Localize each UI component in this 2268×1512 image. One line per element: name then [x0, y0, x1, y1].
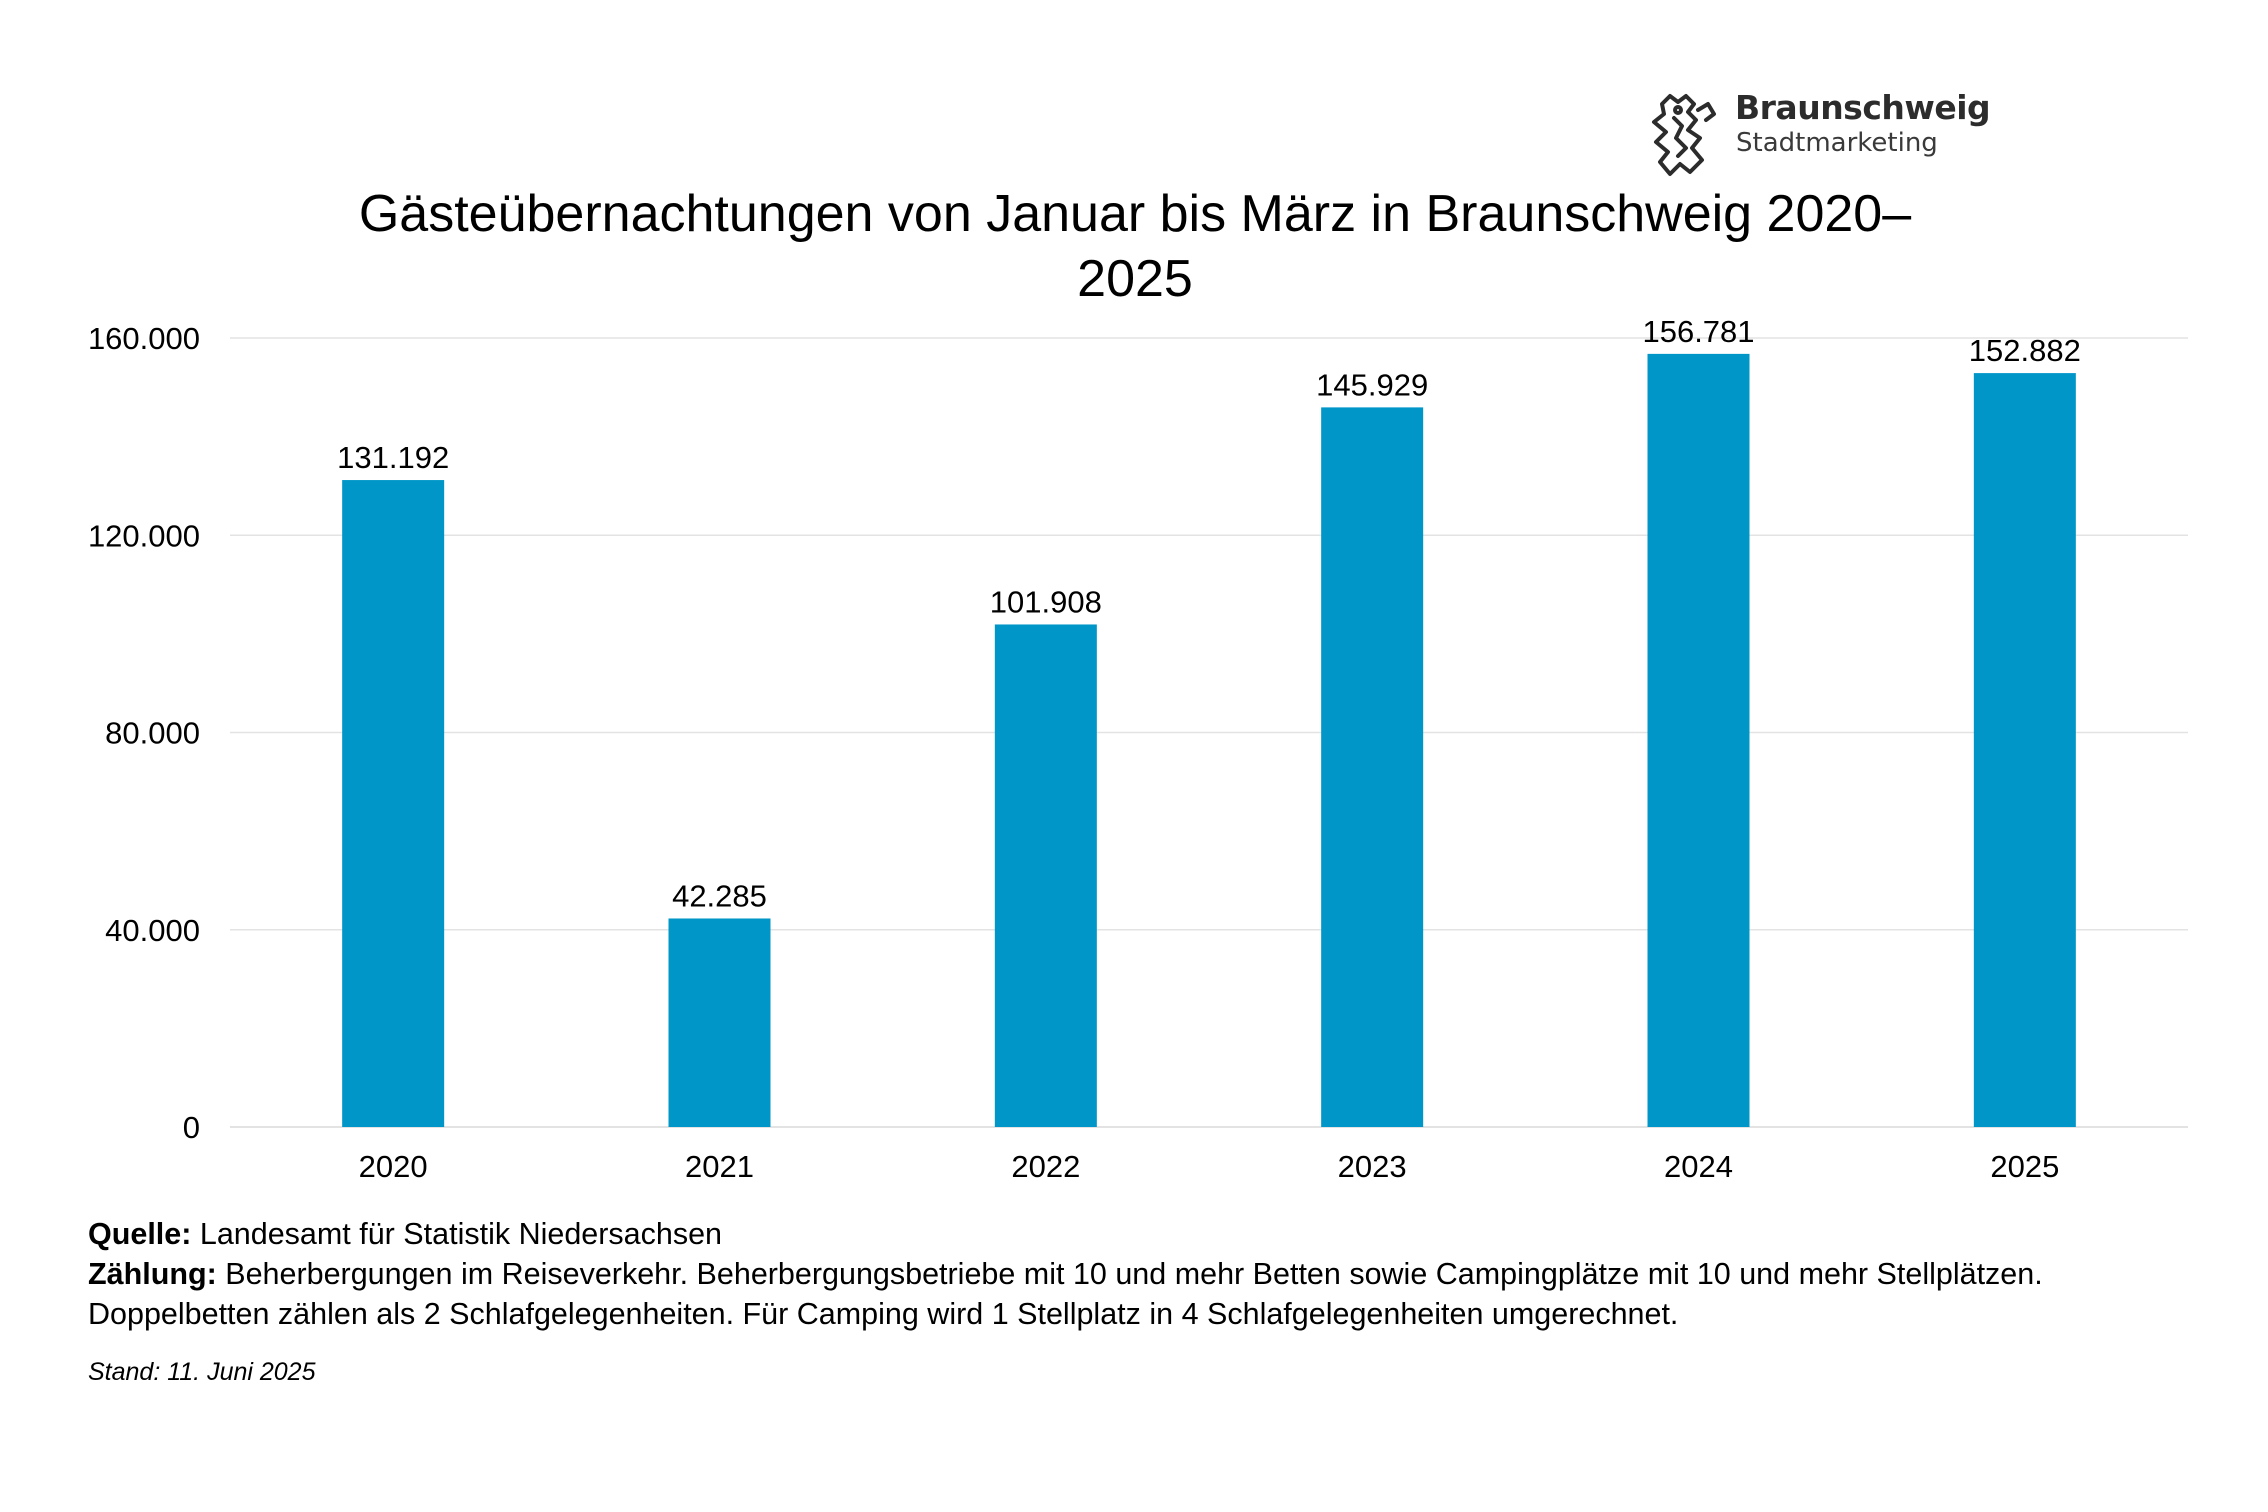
count-line-2: Doppelbetten zählen als 2 Schlafgelegenh…	[88, 1297, 1679, 1331]
source-label: Quelle:	[88, 1217, 192, 1251]
y-tick-label: 80.000	[105, 716, 200, 751]
bar-chart: 0 40.000 80.000 120.000 160.000 131.192 2020 42…	[88, 314, 2188, 1184]
count-label: Zählung:	[88, 1257, 217, 1291]
data-label: 101.908	[990, 584, 1102, 619]
y-tick-label: 0	[183, 1110, 200, 1145]
data-label: 152.882	[1969, 333, 2081, 368]
chart-title: Gästeübernachtungen von Januar bis März …	[358, 185, 1912, 308]
x-tick-label: 2022	[1011, 1149, 1080, 1184]
x-tick-label: 2020	[359, 1149, 428, 1184]
chart-footer: Quelle: Landesamt für Statistik Niedersa…	[88, 1214, 2238, 1334]
data-label: 42.285	[672, 878, 767, 913]
bar	[1321, 407, 1424, 1127]
x-tick-label: 2025	[1990, 1149, 2059, 1184]
source-text: Landesamt für Statistik Niedersachsen	[191, 1217, 723, 1251]
bar	[342, 480, 445, 1127]
logo-subtitle: Stadtmarketing	[1736, 128, 1938, 158]
bar	[1973, 373, 2076, 1127]
bar	[1647, 353, 1750, 1128]
stand-date: Stand: 11. Juni 2025	[88, 1358, 316, 1386]
x-tick-label: 2024	[1664, 1149, 1733, 1184]
logo-name: Braunschweig	[1735, 88, 1991, 127]
bar	[994, 624, 1097, 1127]
y-tick-label: 160.000	[88, 321, 200, 356]
source-line: Quelle: Landesamt für Statistik Niedersa…	[88, 1214, 2238, 1254]
count-line: Zählung: Beherbergungen im Reiseverkehr.…	[88, 1254, 2238, 1294]
y-tick-label: 40.000	[105, 913, 200, 948]
logo: Braunschweig Stadtmarketing	[1640, 84, 1991, 184]
braunschweig-lion-icon	[1652, 94, 1716, 176]
x-tick-label: 2023	[1338, 1149, 1407, 1184]
data-label: 156.781	[1642, 314, 1754, 349]
x-tick-label: 2021	[685, 1149, 754, 1184]
data-label: 145.929	[1316, 367, 1428, 402]
data-label: 131.192	[337, 440, 449, 475]
count-text: Beherbergungen im Reiseverkehr. Beherber…	[216, 1257, 2043, 1291]
bar	[668, 918, 771, 1127]
y-tick-label: 120.000	[88, 518, 200, 553]
